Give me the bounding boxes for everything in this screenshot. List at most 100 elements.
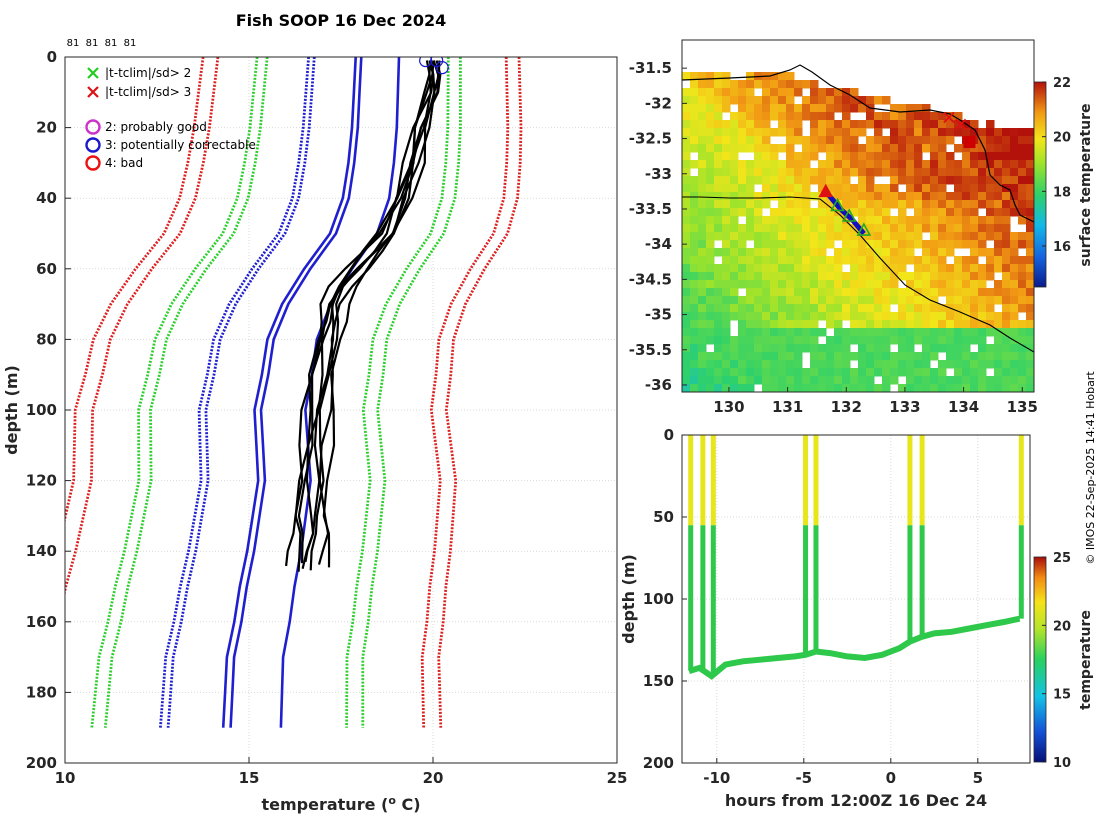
sst-cell <box>714 336 723 345</box>
sst-cell <box>914 216 923 225</box>
sst-cell <box>722 120 731 129</box>
sst-cell <box>778 208 787 217</box>
y-tick-label: 140 <box>26 542 57 560</box>
sst-cell <box>850 240 859 249</box>
sst-cell <box>754 352 763 361</box>
sst-cell <box>954 232 963 241</box>
sst-cell <box>1002 152 1011 161</box>
sst-cell <box>938 192 947 201</box>
map-x-tick-label: 135 <box>1007 398 1038 416</box>
sst-cell <box>778 304 787 313</box>
sst-cell <box>802 296 811 305</box>
sst-cell <box>770 96 779 105</box>
sst-cell <box>842 288 851 297</box>
sst-cell <box>874 184 883 193</box>
sst-cell <box>794 192 803 201</box>
sst-cell <box>930 296 939 305</box>
sst-cell <box>690 384 699 392</box>
sst-cell <box>714 184 723 193</box>
sst-cell <box>1026 136 1034 145</box>
temp-colorbar <box>1033 556 1047 763</box>
sst-cell <box>866 120 875 129</box>
sst-cell <box>906 152 915 161</box>
sst-cell <box>794 368 803 377</box>
sst-cell <box>682 184 691 193</box>
sst-cell <box>842 360 851 369</box>
sst-cell <box>794 280 803 289</box>
sst-cell <box>794 248 803 257</box>
sst-cell <box>930 200 939 209</box>
sst-cell <box>938 344 947 353</box>
sst-cell <box>762 184 771 193</box>
sst-cell <box>826 152 835 161</box>
sst-cell <box>938 336 947 345</box>
observed-profiles <box>285 57 449 572</box>
sst-cell <box>762 296 771 305</box>
series-line-clim-2sd-low-b <box>90 57 259 728</box>
profile-y-label: depth (m) <box>2 365 21 455</box>
sst-cell <box>794 128 803 137</box>
sst-cell <box>722 272 731 281</box>
sst-cell <box>818 216 827 225</box>
sst-cell <box>858 216 867 225</box>
sst-cell <box>698 288 707 297</box>
sst-cell <box>866 240 875 249</box>
sst-cell <box>906 288 915 297</box>
sst-cell <box>794 168 803 177</box>
sst-cell <box>794 88 803 97</box>
sst-cell <box>682 216 691 225</box>
sst-cell <box>962 376 971 385</box>
sst-cell <box>746 160 755 169</box>
sst-cell <box>794 120 803 129</box>
sst-cell <box>874 144 883 153</box>
sst-cell <box>962 280 971 289</box>
profile-legend: |t-tclim|/sd> 2|t-tclim|/sd> 32: probabl… <box>85 66 256 171</box>
sst-cell <box>890 168 899 177</box>
sst-cell <box>706 248 715 257</box>
sst-cell <box>786 168 795 177</box>
sst-cell <box>858 120 867 129</box>
sst-cell <box>906 256 915 265</box>
sst-cell <box>690 272 699 281</box>
sst-cell <box>914 264 923 273</box>
sst-cell <box>842 352 851 361</box>
sst-cell <box>882 352 891 361</box>
sst-cell <box>1010 192 1019 201</box>
sst-cell <box>994 176 1003 185</box>
sst-cell <box>714 160 723 169</box>
sst-cell <box>714 232 723 241</box>
section-y-tick-label: 200 <box>643 754 674 772</box>
sst-cell <box>850 336 859 345</box>
sst-cell <box>970 216 979 225</box>
sst-cell <box>978 272 987 281</box>
sst-cell <box>978 296 987 305</box>
sst-cell <box>994 200 1003 209</box>
sst-cell <box>994 312 1003 321</box>
sst-cell <box>818 136 827 145</box>
sst-cell <box>826 96 835 105</box>
sst-cell <box>1010 152 1019 161</box>
sst-cell <box>818 248 827 257</box>
sst-cell <box>962 368 971 377</box>
tow-depth-line <box>688 615 1021 680</box>
sst-cell <box>786 112 795 121</box>
sst-cell <box>930 384 939 392</box>
sst-cell <box>682 296 691 305</box>
sst-cell <box>882 120 891 129</box>
sst-cell <box>786 96 795 105</box>
sst-cell <box>890 360 899 369</box>
sst-cell <box>850 272 859 281</box>
sst-cell <box>810 176 819 185</box>
sst-cell <box>946 232 955 241</box>
sst-cell <box>810 296 819 305</box>
sst-cell <box>954 384 963 392</box>
sst-cell <box>922 208 931 217</box>
sst-cell <box>714 168 723 177</box>
sst-cell <box>970 368 979 377</box>
section-x-tick-label: -5 <box>795 769 812 787</box>
sst-cell <box>938 208 947 217</box>
sst-cell <box>1026 264 1034 273</box>
x-tick-label: 10 <box>55 769 76 787</box>
sst-cell <box>714 216 723 225</box>
